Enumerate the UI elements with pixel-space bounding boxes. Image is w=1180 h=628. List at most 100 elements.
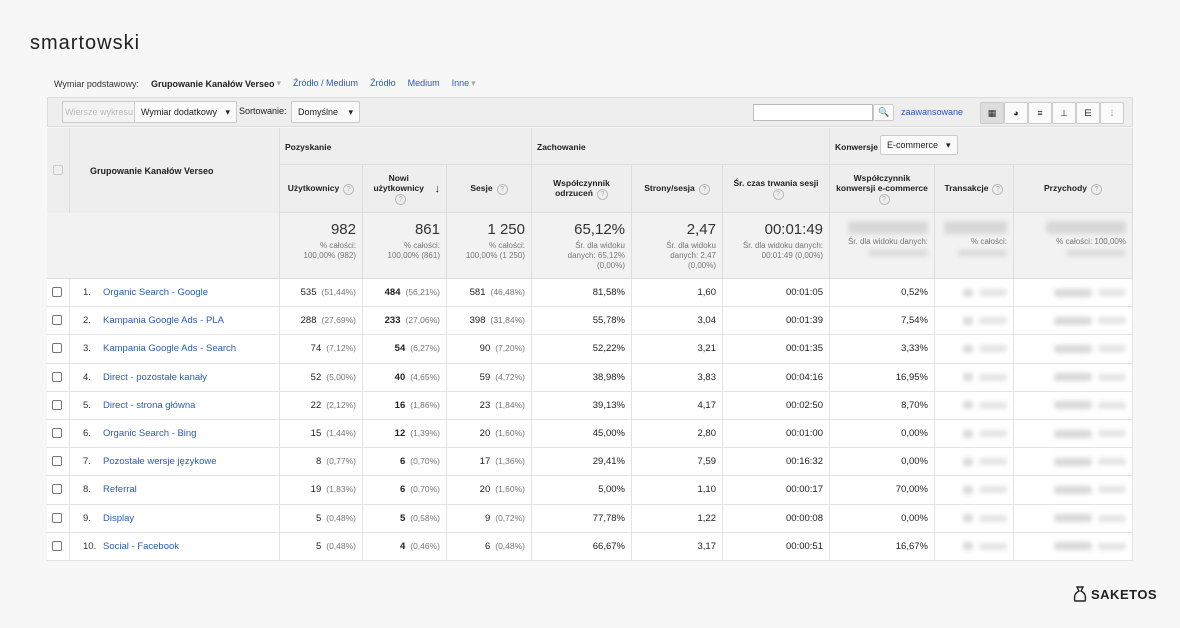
metric-value: 0,00% xyxy=(901,512,928,524)
view-bars[interactable]: ≡ xyxy=(1028,102,1052,124)
sort-label: Sortowanie: xyxy=(239,106,287,116)
blurred-value xyxy=(944,221,1007,234)
row-link[interactable]: Display xyxy=(103,512,135,524)
blurred-value xyxy=(963,288,973,297)
blurred-cell xyxy=(1014,448,1133,477)
column-header-wrap: Nowi użytkownicy? xyxy=(369,173,429,205)
column-header-cell: Współczynnik konwersji e-commerce? xyxy=(830,165,935,213)
blurred-value xyxy=(1054,429,1092,438)
column-header[interactable]: Współczynnik konwersji e-commerce xyxy=(836,172,928,193)
row-checkbox[interactable] xyxy=(52,484,62,495)
blurred-cell xyxy=(935,504,1014,533)
view-compare[interactable]: ⊥ xyxy=(1052,102,1076,124)
column-header[interactable]: Strony/sesja xyxy=(644,182,695,193)
row-checkbox[interactable] xyxy=(52,287,62,297)
view-switcher: ▦ ◕ ≡ ⊥ ⋿ ⦙ xyxy=(980,102,1124,124)
dimension-link[interactable]: Źródło / Medium xyxy=(293,78,359,88)
metric-value: 16 xyxy=(394,399,406,411)
metric-value: 00:00:17 xyxy=(786,484,823,496)
metric-share: (0,77%) xyxy=(326,456,356,467)
blurred-value xyxy=(1054,542,1092,551)
total-note-line: Śr. dla widoku danych: xyxy=(847,237,928,246)
blurred-share xyxy=(979,542,1007,550)
metric-value: 1,22 xyxy=(697,512,717,524)
data-table: Grupowanie Kanałów Verseo Pozyskanie Zacho… xyxy=(47,128,1133,561)
metric-cell: 2,80 xyxy=(632,420,723,449)
row-link[interactable]: Kampania Google Ads - PLA xyxy=(103,315,224,327)
row-link[interactable]: Pozostałe wersje językowe xyxy=(103,456,217,468)
sort-button[interactable]: Domyślne ▾ xyxy=(291,101,361,123)
dimension-cell: 9. Display xyxy=(70,504,280,533)
search-input[interactable] xyxy=(753,104,873,121)
checkbox[interactable] xyxy=(53,165,63,175)
dimension-cell: 5. Direct - strona główna xyxy=(70,391,280,420)
plot-rows-button[interactable]: Wiersze wykresu xyxy=(62,101,137,123)
row-checkbox[interactable] xyxy=(52,512,62,523)
row-link[interactable]: Referral xyxy=(103,484,137,496)
blurred-cell xyxy=(1014,420,1133,449)
row-checkbox[interactable] xyxy=(52,399,62,410)
row-checkbox[interactable] xyxy=(52,540,62,551)
dimension-link[interactable]: Źródło xyxy=(370,78,396,88)
column-header[interactable]: Nowi użytkownicy xyxy=(373,172,425,193)
advanced-link[interactable]: zaawansowane xyxy=(901,107,964,117)
column-header[interactable]: Transakcje xyxy=(944,182,989,193)
column-header-cell: Transakcje? xyxy=(935,165,1014,213)
view-terms[interactable]: ⋿ xyxy=(1076,102,1100,124)
checkbox-cell xyxy=(47,391,70,420)
metric-cell: 20 (1,60%) xyxy=(447,420,532,449)
row-checkbox[interactable] xyxy=(52,343,62,354)
metric-value: 3,83 xyxy=(697,371,717,383)
metric-share: (1,86%) xyxy=(410,399,440,410)
totals-cell: 982 % całości: 100,00% (982) xyxy=(280,213,363,279)
dimension-cell: 3. Kampania Google Ads - Search xyxy=(70,335,280,364)
column-header[interactable]: Współczynnik odrzuceń xyxy=(553,177,610,198)
row-checkbox[interactable] xyxy=(52,456,62,467)
row-link[interactable]: Organic Search - Bing xyxy=(103,428,197,439)
metric-share: (1,39%) xyxy=(410,428,440,438)
blurred-share xyxy=(1098,486,1126,494)
metric-share: (1,83%) xyxy=(326,484,356,495)
row-link[interactable]: Organic Search - Google xyxy=(103,287,209,298)
metric-share: (1,60%) xyxy=(495,484,525,495)
row-checkbox[interactable] xyxy=(52,371,62,382)
column-header[interactable]: Przychody xyxy=(1044,182,1087,193)
view-pie[interactable]: ◕ xyxy=(1004,102,1028,124)
metric-cell: 8,70% xyxy=(830,391,935,420)
dimension-link[interactable]: Medium xyxy=(407,78,440,88)
metric-share: (0,46%) xyxy=(410,540,440,551)
metric-cell: 00:00:17 xyxy=(723,476,830,505)
help-icon: ? xyxy=(698,183,710,195)
column-header-wrap: Śr. czas trwania sesji? xyxy=(729,178,823,200)
row-link[interactable]: Kampania Google Ads - Search xyxy=(103,343,237,355)
view-pivot[interactable]: ⦙ xyxy=(1100,102,1124,124)
column-header[interactable]: Śr. czas trwania sesji xyxy=(733,177,819,188)
total-note-line: 00:01:49 (0,00%) xyxy=(761,251,823,260)
metric-share: (1,36%) xyxy=(495,456,525,467)
row-link[interactable]: Direct - pozostałe kanały xyxy=(103,371,208,383)
dimension-active[interactable]: Grupowanie Kanałów Verseo xyxy=(150,78,275,89)
row-checkbox[interactable] xyxy=(52,315,62,326)
metric-share: (2,12%) xyxy=(326,399,356,410)
column-header[interactable]: Użytkownicy xyxy=(287,182,340,193)
totals-label-cell xyxy=(47,213,280,279)
column-header[interactable]: Sesje xyxy=(470,182,493,193)
dimension-link[interactable]: Inne xyxy=(451,78,470,88)
row-checkbox[interactable] xyxy=(52,428,62,438)
blurred-share xyxy=(979,486,1007,494)
column-header-cell: Przychody? xyxy=(1014,165,1133,213)
blurred-value xyxy=(963,429,973,438)
metric-value: 45,00% xyxy=(592,428,625,439)
total-note: % całości: 100,00% xyxy=(1018,237,1126,247)
row-link[interactable]: Direct - strona główna xyxy=(103,399,196,411)
search-button[interactable]: 🔍 xyxy=(873,104,895,121)
secondary-dimension-button[interactable]: Wymiar dodatkowy ▾ xyxy=(134,101,237,123)
blurred-share xyxy=(1098,458,1126,466)
metric-cell: 59 (4,72%) xyxy=(447,363,532,392)
totals-cell: 2,47 Śr. dla widoku danych: 2,47 (0,00%) xyxy=(632,213,723,279)
view-table[interactable]: ▦ xyxy=(980,102,1004,124)
row-link[interactable]: Social - Facebook xyxy=(103,540,180,552)
metric-cell: 23 (1,84%) xyxy=(447,391,532,420)
blurred-cell xyxy=(935,448,1014,477)
conversion-select[interactable]: E-commerce ▾ xyxy=(880,135,958,155)
